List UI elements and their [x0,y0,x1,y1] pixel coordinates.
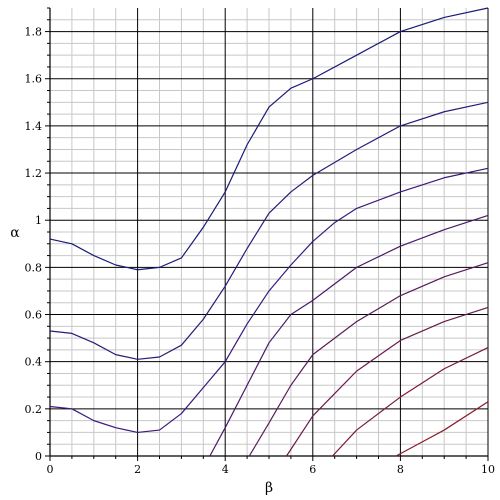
y-tick-label: 1.4 [25,120,43,133]
y-tick-label: 0.8 [25,261,43,274]
y-tick-label: 1.8 [25,26,43,39]
x-axis-label: β [265,480,273,496]
y-tick-label: 1 [35,214,42,227]
major-gridlines [50,8,489,456]
series-lines [49,7,489,457]
x-tick-label: 6 [309,463,316,476]
x-tick-label: 10 [481,463,495,476]
y-tick-label: 0.6 [25,309,43,322]
y-tick-label: 1.6 [25,73,43,86]
series-line-4 [209,214,489,457]
series-line-3 [49,167,489,434]
series-line-7 [332,347,489,457]
series-line-6 [286,306,489,457]
x-tick-label: 8 [397,463,404,476]
tick-labels: 0 2 4 6 8 10 0 0.2 0.4 0.6 0.8 1 1.2 1.4 1.6 1.8 [25,26,496,476]
axes [45,7,489,461]
y-tick-label: 1.2 [25,167,43,180]
x-tick-label: 4 [222,463,229,476]
series-line-2 [49,101,489,360]
minor-gridlines [50,8,488,456]
x-tick-label: 0 [47,463,54,476]
y-tick-label: 0.4 [25,356,43,369]
series-line-8 [395,401,489,457]
x-tick-label: 2 [134,463,141,476]
y-tick-label: 0.2 [25,403,43,416]
series-line-5 [248,262,489,457]
y-tick-label: 0 [35,450,42,463]
y-axis-label: α [10,225,20,241]
series-line-1 [49,7,489,271]
